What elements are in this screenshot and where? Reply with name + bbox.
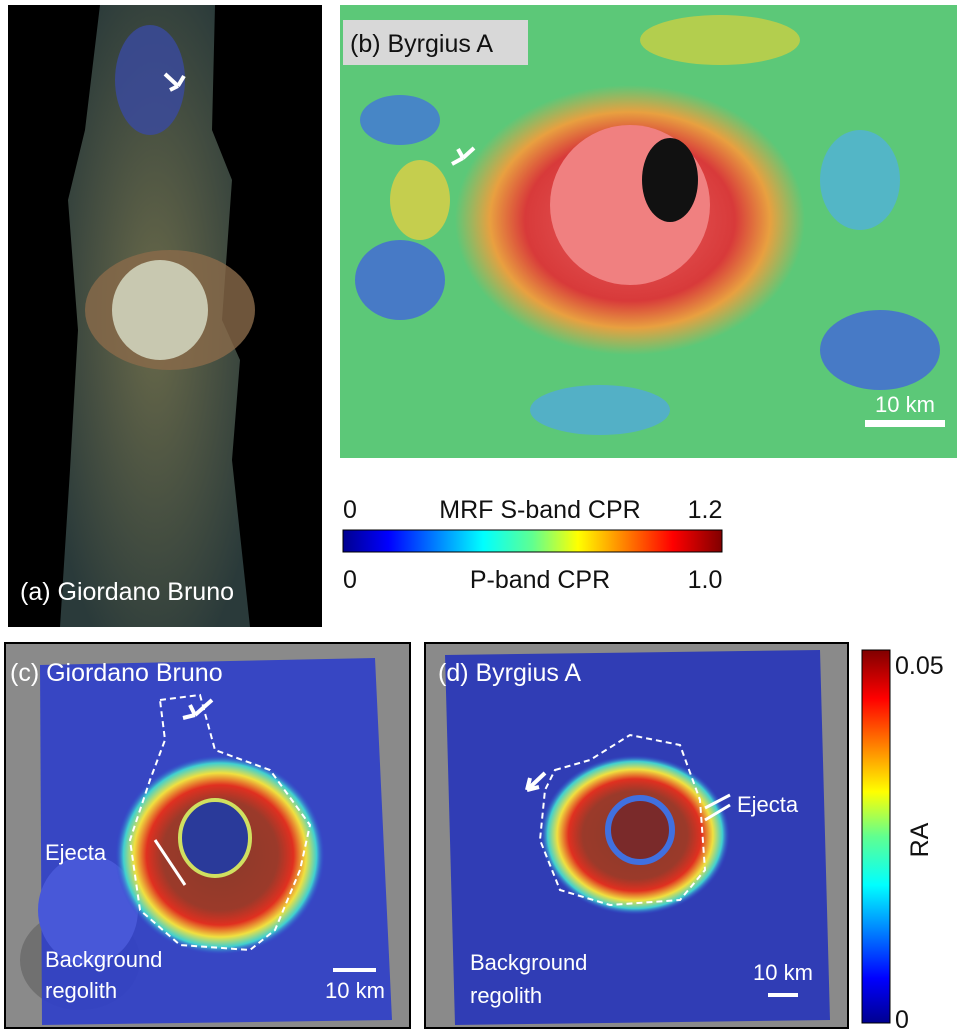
annotation: regolith <box>45 978 117 1003</box>
scale-label: 10 km <box>753 960 813 985</box>
colorbar-tick: 0 <box>895 1006 909 1033</box>
crater-shadow <box>642 138 698 222</box>
scale-bar <box>333 968 376 972</box>
annotation: Background <box>45 947 162 972</box>
colorbar <box>343 530 722 552</box>
figure: (a) Giordano Bruno (b) Byrgius A 10 km 0… <box>0 0 959 1033</box>
colorbar-tick: 0 <box>343 566 357 594</box>
colorbar-tick: 1.2 <box>688 496 723 524</box>
colorbar-title: RA <box>906 822 934 857</box>
colorbar <box>862 650 890 1023</box>
colorbar-tick: 0.05 <box>895 652 944 680</box>
annotation: Ejecta <box>737 792 799 817</box>
panel-label: (d) Byrgius A <box>438 659 581 687</box>
annotation: regolith <box>470 983 542 1008</box>
colorbar-title: MRF S-band CPR <box>439 496 640 524</box>
panel-label: (c) Giordano Bruno <box>10 659 223 687</box>
crater <box>180 800 250 876</box>
annotation: Background <box>470 950 587 975</box>
annotation: Ejecta <box>45 840 107 865</box>
colorbar-title: P-band CPR <box>470 566 610 594</box>
crater <box>608 798 672 862</box>
panel-label: (b) Byrgius A <box>350 30 493 58</box>
scale-label: 10 km <box>325 978 385 1003</box>
panel-label: (a) Giordano Bruno <box>20 578 234 606</box>
crater <box>112 260 208 360</box>
scale-label: 10 km <box>875 392 935 417</box>
colorbar-tick: 1.0 <box>688 566 723 594</box>
scale-bar <box>865 420 945 427</box>
page: {"panels": [ {"label": "(a) Giordano Bru… <box>0 0 959 1033</box>
colorbar-tick: 0 <box>343 496 357 524</box>
scale-bar <box>768 993 798 997</box>
blue-region <box>115 25 185 135</box>
